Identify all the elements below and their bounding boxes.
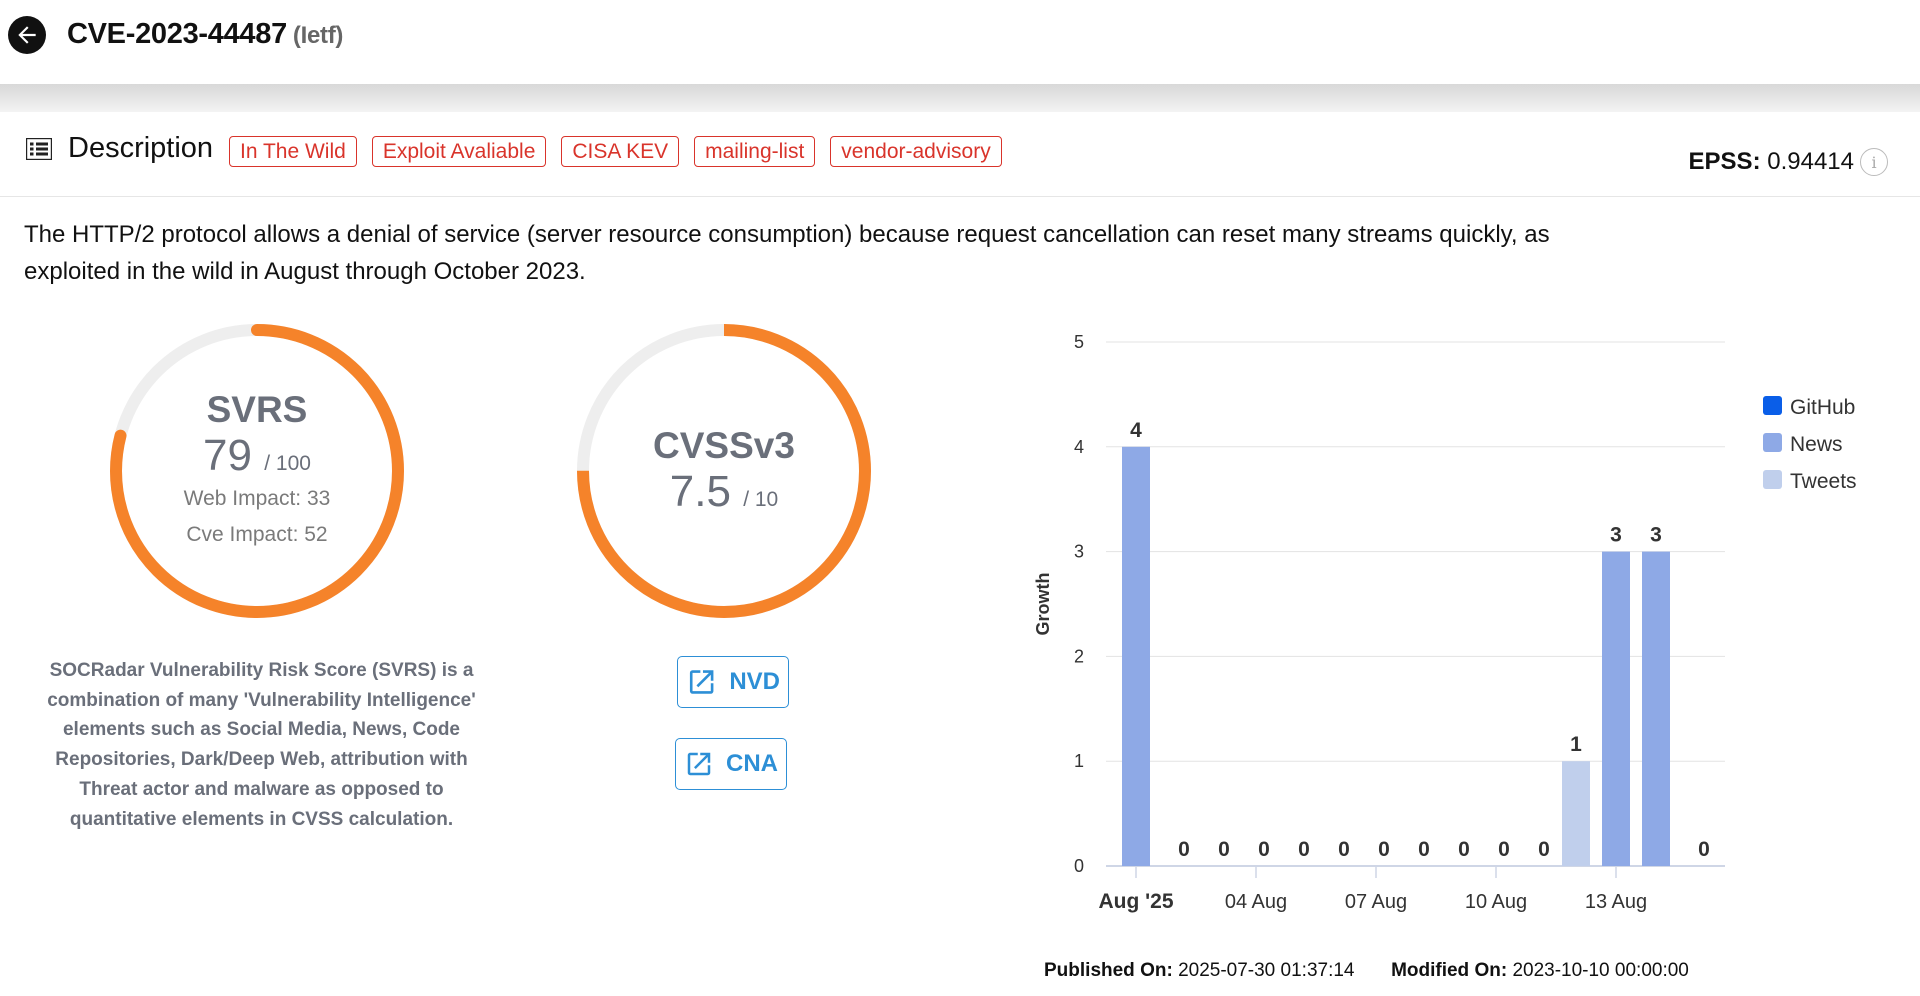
modified-value: 2023-10-10 00:00:00	[1512, 960, 1689, 981]
data-label: 0	[1298, 838, 1310, 861]
description-label: Description	[68, 132, 214, 164]
y-tick-label: 0	[1074, 856, 1084, 876]
top-bar: CVE-2023-44487 (Ietf)	[0, 0, 1920, 84]
published-value: 2025-07-30 01:37:14	[1178, 960, 1355, 981]
bar-news	[1122, 446, 1150, 866]
cve-source: (Ietf)	[292, 22, 344, 49]
arrow-left-icon	[18, 26, 36, 44]
x-tick-label: 07 Aug	[1345, 891, 1407, 913]
tag-mailing-list[interactable]: mailing-list	[694, 136, 816, 167]
tag-cisa-kev[interactable]: CISA KEV	[561, 136, 680, 167]
x-tick-label: 04 Aug	[1225, 891, 1287, 913]
bar-tweets	[1562, 761, 1590, 866]
published-label: Published On:	[1044, 960, 1173, 981]
data-label: 0	[1458, 838, 1470, 861]
growth-chart: 0 1 2 3 4 5 Growth 4 Aug '25 0 0 0 04 Aug 0 0 0 07 Aug 0 0…	[1033, 332, 1857, 913]
svrs-gauge: SVRS 79 / 100 Web Impact: 33 Cve Impact:…	[104, 318, 410, 624]
bar-news	[1602, 551, 1630, 866]
x-tick-label: 10 Aug	[1465, 891, 1527, 913]
data-label: 0	[1418, 838, 1430, 861]
data-label: 0	[1218, 838, 1230, 861]
data-label: 3	[1650, 524, 1662, 547]
svrs-score-max: / 100	[264, 452, 311, 475]
y-tick-label: 1	[1074, 751, 1084, 771]
x-tick-label: Aug '25	[1098, 890, 1173, 913]
data-label: 0	[1378, 838, 1390, 861]
svrs-arc	[110, 324, 404, 618]
nvd-label: NVD	[729, 668, 780, 695]
data-label: 3	[1610, 524, 1622, 547]
tag-list: In The Wild Exploit Avaliable CISA KEV m…	[229, 136, 1002, 167]
epss-label: EPSS:	[1688, 148, 1761, 175]
legend-swatch	[1763, 470, 1782, 489]
cve-id: CVE-2023-44487	[67, 18, 287, 50]
tag-vendor-advisory[interactable]: vendor-advisory	[830, 136, 1002, 167]
x-tick-label: 13 Aug	[1585, 891, 1647, 913]
y-tick-label: 4	[1074, 437, 1084, 457]
cvss-score: 7.5 / 10	[670, 467, 778, 517]
svrs-cve-impact: Cve Impact: 52	[186, 523, 328, 546]
y-tick-label: 2	[1074, 646, 1084, 666]
cvss-title: CVSSv3	[653, 425, 795, 466]
epss-value: 0.94414	[1767, 148, 1854, 175]
cvss-score-value: 7.5	[669, 467, 731, 516]
svrs-score: 79 / 100	[203, 431, 311, 481]
data-label: 4	[1130, 419, 1142, 442]
external-link-icon	[687, 752, 711, 776]
y-axis-label: Growth	[1033, 573, 1053, 636]
bar-news	[1642, 551, 1670, 866]
data-label: 0	[1698, 838, 1710, 861]
legend-swatch	[1763, 433, 1782, 452]
svrs-title: SVRS	[206, 389, 308, 430]
footer-dates: Published On: 2025-07-30 01:37:14 Modifi…	[1044, 960, 1689, 982]
description-bar	[0, 112, 1920, 197]
y-tick-label: 3	[1074, 542, 1084, 562]
legend-swatch	[1763, 396, 1782, 415]
cvss-score-max: / 10	[743, 488, 779, 511]
svrs-web-impact: Web Impact: 33	[183, 487, 331, 510]
back-button[interactable]	[8, 16, 46, 54]
data-label: 0	[1178, 838, 1190, 861]
info-icon[interactable]: i	[1860, 148, 1888, 176]
svrs-note: SOCRadar Vulnerability Risk Score (SVRS)…	[47, 660, 476, 830]
epss-score: EPSS: 0.94414	[1689, 148, 1854, 176]
header-divider	[0, 84, 1920, 112]
cna-link-button[interactable]: CNA	[675, 738, 787, 790]
data-label: 1	[1570, 733, 1582, 756]
cvss-gauge: CVSSv3 7.5 / 10	[571, 318, 877, 624]
nvd-link-button[interactable]: NVD	[677, 656, 789, 708]
legend-label: Tweets	[1790, 470, 1857, 493]
description-text: The HTTP/2 protocol allows a denial of s…	[24, 221, 1550, 285]
tag-in-the-wild[interactable]: In The Wild	[229, 136, 357, 167]
list-icon	[26, 138, 52, 160]
modified-label: Modified On:	[1391, 960, 1508, 981]
data-label: 0	[1538, 838, 1550, 861]
cvss-arc	[577, 324, 871, 618]
svrs-score-value: 79	[203, 431, 252, 480]
data-label: 0	[1258, 838, 1270, 861]
legend-label: GitHub	[1790, 396, 1855, 419]
legend-label: News	[1790, 433, 1843, 456]
data-label: 0	[1338, 838, 1350, 861]
page-title: CVE-2023-44487 (Ietf)	[67, 18, 343, 51]
data-label: 0	[1498, 838, 1510, 861]
tag-exploit-available[interactable]: Exploit Avaliable	[371, 136, 547, 167]
cna-label: CNA	[726, 750, 778, 777]
y-tick-label: 5	[1074, 332, 1084, 352]
external-link-icon	[689, 670, 714, 694]
